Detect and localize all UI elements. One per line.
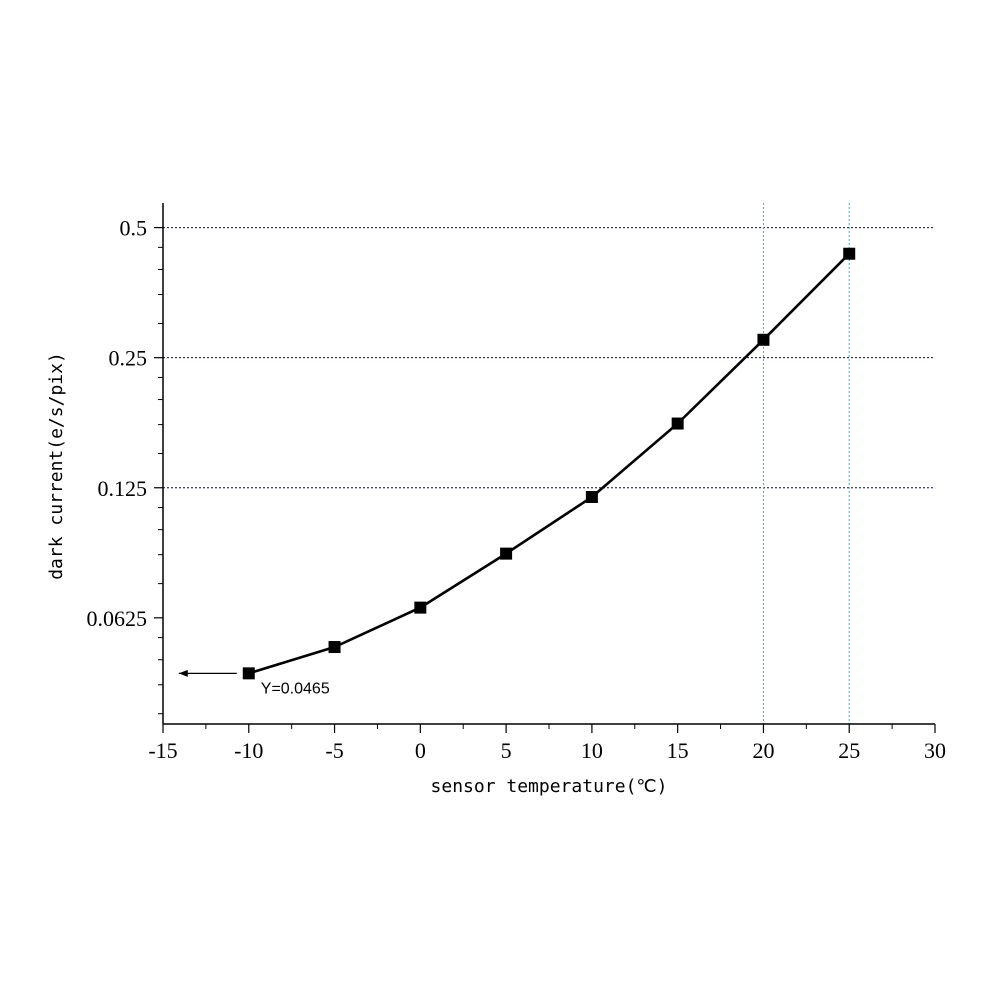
y-axis-label: dark current(e/s/pix): [46, 352, 67, 580]
tick-labels: -15 -10 -5 0 5 10 15 20 25 30 0.0625 0.125 0.25 0.5: [87, 216, 947, 763]
x-tick-label: 30: [924, 738, 946, 763]
grid-lines: [163, 203, 935, 724]
series-line: [248, 252, 851, 675]
x-tick-label: -5: [325, 738, 343, 763]
data-point-marker: [328, 641, 341, 654]
data-point-marker: [242, 667, 255, 680]
y-tick-label: 0.0625: [87, 606, 148, 631]
axes: [154, 203, 936, 733]
x-tick-label: 25: [838, 738, 860, 763]
data-point-marker: [671, 417, 684, 430]
data-point-marker: [414, 601, 427, 614]
data-point-marker: [500, 547, 513, 560]
x-tick-label: 10: [581, 738, 603, 763]
data-point-marker: [757, 333, 770, 346]
x-tick-label: 5: [501, 738, 512, 763]
y-tick-label: 0.5: [120, 216, 148, 241]
x-tick-label: 0: [415, 738, 426, 763]
x-tick-label: -15: [148, 738, 177, 763]
annotation-arrowhead: [178, 669, 188, 677]
x-tick-label: 20: [752, 738, 774, 763]
annotation-label: Y=0.0465: [261, 680, 330, 697]
x-tick-label: 15: [667, 738, 689, 763]
data-point-marker: [843, 247, 856, 260]
data-point-marker: [585, 490, 598, 503]
y-tick-label: 0.125: [98, 476, 148, 501]
x-axis-label: sensor temperature(℃): [431, 776, 668, 797]
y-tick-label: 0.25: [109, 346, 148, 371]
x-tick-label: -10: [234, 738, 263, 763]
annotations: Y=0.0465: [178, 669, 330, 697]
data-series: [242, 247, 856, 680]
